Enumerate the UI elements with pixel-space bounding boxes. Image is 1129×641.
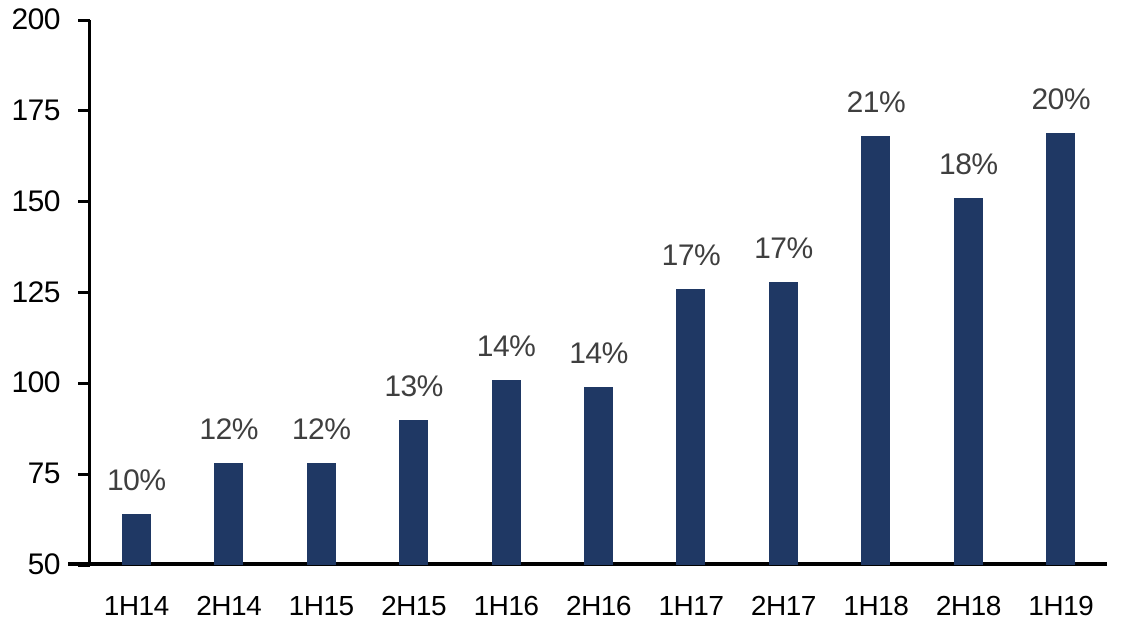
bar-slot-2h14: 12% [182, 20, 274, 565]
bar-slot-2h17: 17% [737, 20, 829, 565]
bar-value-label: 17% [661, 238, 721, 272]
y-axis-tick-label: 50 [27, 548, 61, 581]
bar-value-label: 12% [291, 413, 351, 447]
bar-value-label: 10% [106, 464, 166, 498]
y-axis-tick-label: 175 [11, 93, 60, 127]
x-axis-tick-label: 1H17 [658, 590, 724, 621]
y-axis-tick-label: 150 [11, 184, 60, 218]
x-axis-tick-label: 1H19 [1028, 590, 1094, 621]
bar [399, 419, 429, 565]
bar-value-label: 12% [199, 413, 258, 447]
x-axis-tick-label: 1H15 [288, 590, 354, 621]
bar [121, 514, 151, 565]
y-axis-tick-label: 200 [11, 3, 60, 36]
x-axis-tick-label: 1H16 [473, 590, 539, 621]
x-axis-tick-label: 1H18 [843, 590, 909, 621]
x-axis-tick-label: 1H14 [103, 590, 169, 621]
bar-slot-1h18: 21% [830, 20, 922, 565]
y-axis-tick-mark [78, 291, 90, 294]
bar [214, 463, 244, 565]
bar-value-label: 14% [476, 329, 536, 363]
bar-value-label: 18% [939, 148, 998, 181]
y-axis-tick-mark [78, 200, 90, 204]
x-axis-tick-label: 2H14 [196, 590, 262, 621]
y-axis-tick-label: 125 [11, 275, 60, 309]
plot-area: 10% 12% 12% 13% 14% 14% 17% 17% 21% 18% 20% [90, 20, 1107, 565]
bar-slot-2h16: 14% [552, 20, 644, 565]
y-axis-tick-label: 100 [11, 366, 60, 400]
bar [676, 288, 706, 565]
y-axis-tick-mark [78, 472, 90, 476]
bar [583, 387, 613, 565]
bar-slot-1h17: 17% [645, 20, 737, 565]
y-axis-tick-mark [78, 381, 90, 385]
x-axis-tick-label: 2H17 [750, 590, 816, 621]
bar-value-label: 13% [384, 369, 443, 403]
x-axis-tick-label: 2H15 [381, 590, 447, 621]
y-axis-tick-label: 75 [27, 457, 61, 491]
bar-slot-2h18: 18% [922, 20, 1014, 565]
bar [1046, 132, 1076, 565]
x-axis-labels: 1H14 2H14 1H15 2H15 1H16 2H16 1H17 2H17 1H18 2H18… [90, 589, 1107, 623]
bar-value-label: 20% [1031, 82, 1091, 116]
y-axis-tick-mark [78, 18, 90, 22]
x-axis-tick-label: 2H16 [566, 590, 631, 621]
bar [768, 281, 798, 565]
bar-slot-1h15: 12% [275, 20, 367, 565]
bar-value-label: 17% [754, 231, 813, 265]
bar-slot-1h19: 20% [1015, 20, 1107, 565]
bar-value-label: 14% [569, 337, 628, 370]
x-axis-tick-label: 2H18 [935, 590, 1001, 621]
bar [861, 136, 891, 565]
bar-slot-1h14: 10% [90, 20, 182, 565]
y-axis-tick-mark [78, 109, 90, 113]
bar [306, 463, 336, 565]
bar [953, 198, 983, 565]
bar-value-label: 21% [846, 86, 906, 120]
bar [491, 379, 521, 565]
bar-slot-2h15: 13% [367, 20, 459, 565]
bar-slot-1h16: 14% [460, 20, 552, 565]
